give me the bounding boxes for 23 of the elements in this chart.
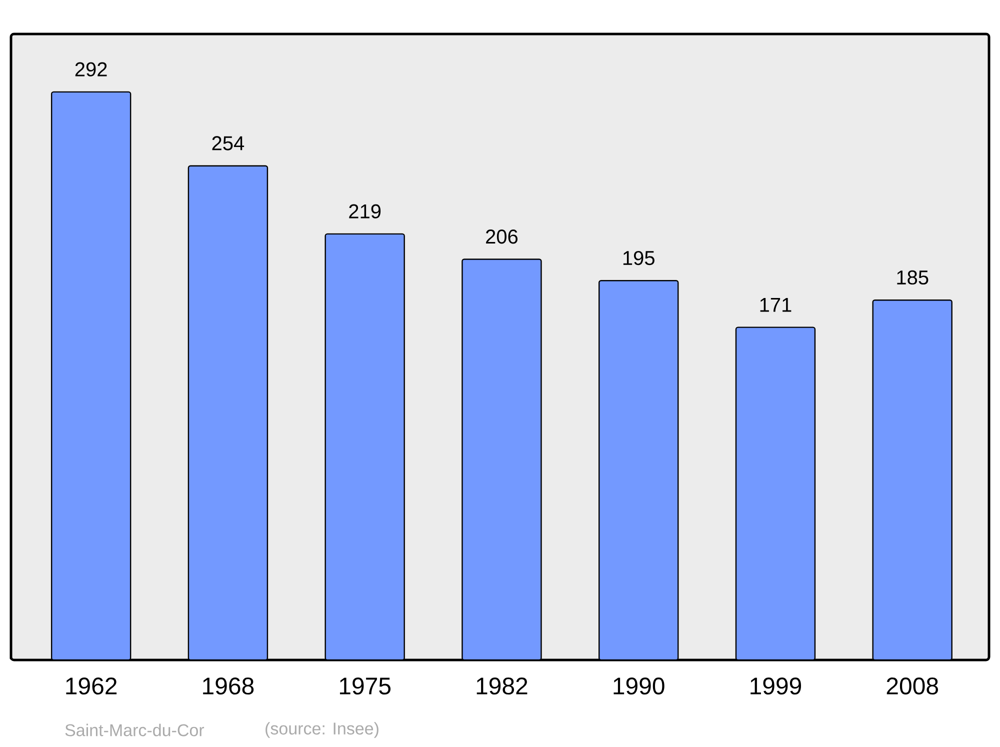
x-tick-label: 1975 — [340, 678, 391, 695]
bar — [735, 326, 816, 660]
data-label: 171 — [760, 298, 792, 312]
data-label: 292 — [75, 62, 107, 76]
x-tick-label: 1999 — [750, 678, 802, 695]
x-tick-label: 2008 — [886, 678, 938, 695]
x-tick-label: 1982 — [476, 678, 528, 695]
data-label: 185 — [897, 270, 928, 285]
bar — [872, 299, 952, 660]
bar — [462, 258, 542, 660]
x-tick-label: 1990 — [614, 678, 664, 695]
text: (source: Insee) — [266, 722, 378, 738]
data-label: 219 — [349, 204, 381, 218]
bar — [50, 91, 132, 660]
x-tick-label: 1962 — [66, 678, 117, 695]
data-label: 254 — [212, 136, 244, 150]
text: Saint-Marc-du-Cor — [65, 724, 204, 736]
bar — [188, 165, 268, 660]
data-label: 195 — [623, 250, 654, 266]
bar — [324, 233, 405, 660]
data-label: 206 — [486, 230, 518, 244]
x-tick-label: 1968 — [203, 678, 254, 695]
bar — [598, 280, 679, 660]
